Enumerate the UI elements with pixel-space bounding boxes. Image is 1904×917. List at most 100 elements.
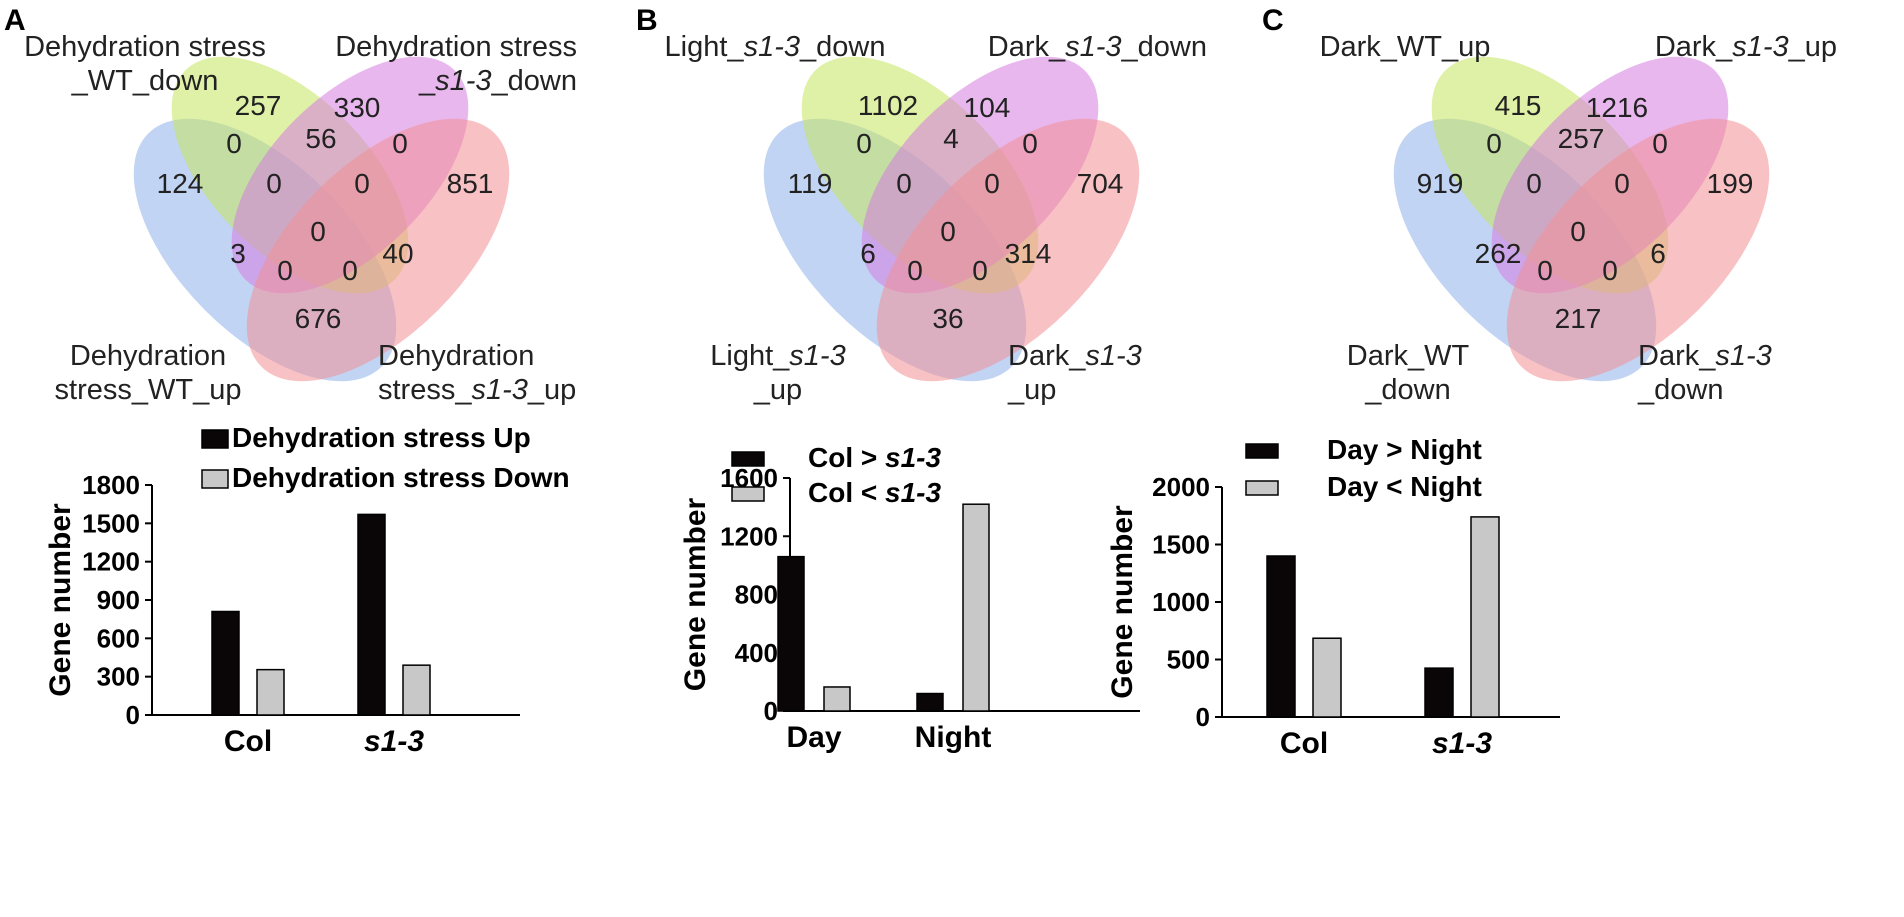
bar-series-2-cat-1 [256,668,285,716]
x-category-label: Col [224,725,272,758]
bar-series-1-cat-2 [1424,667,1454,718]
venn-label-top-right-line-1: Dark_s1-3_up [1655,31,1837,63]
panel-label: C [1262,4,1284,37]
venn-count-blue-green-red: 0 [1602,255,1618,286]
legend-swatch-1 [731,451,765,467]
venn-count-green-magenta-red: 0 [984,168,1000,199]
y-tick-label: 500 [1167,645,1210,675]
venn-count-blue-magenta-red: 0 [277,255,293,286]
legend-label-2: Col < s1-3 [808,477,941,508]
x-category-label: Col [1280,727,1328,760]
legend-label-1: Col > s1-3 [808,442,941,473]
x-category-label: s1-3 [364,725,424,758]
venn-label-top-left-line-1: Light_s1-3_down [665,31,886,63]
y-axis-label: Gene number [1106,505,1139,699]
venn-label-bottom-right-line-2: _down [1637,374,1723,406]
bar-series-1-cat-1 [777,555,805,712]
legend-swatch-1 [201,429,229,449]
y-tick-label: 400 [735,638,778,668]
venn-count-blue-only: 919 [1417,168,1464,199]
legend-swatch-2 [731,486,765,502]
venn-count-green-magenta: 257 [1558,123,1605,154]
venn-count-magenta-only: 1216 [1586,92,1648,123]
bar-series-2-cat-1 [823,686,851,712]
bar-series-1-cat-1 [211,610,240,716]
venn-label-bottom-left-line-2: _up [753,374,802,406]
venn-label-bottom-left-line-1: Dehydration [70,340,226,372]
venn-label-top-left-line-1: Dark_WT_up [1320,31,1491,63]
venn-label-bottom-right-line-1: Dehydration [378,340,534,372]
venn-ellipse-red [1506,118,1770,382]
venn-label-top-left-line-1: Dehydration stress [24,31,266,63]
panel-label: A [4,4,26,37]
x-category-label: Day [786,721,841,754]
y-tick-label: 1500 [1152,530,1210,560]
venn-count-blue-magenta-red: 0 [1537,255,1553,286]
bar-chart-c: 0 500 1000 1500 2000 Gene number Col s1-3 Day > … [1106,434,1560,760]
venn-count-blue-green: 0 [856,128,872,159]
venn-count-blue-magenta: 262 [1475,238,1522,269]
venn-count-center: 0 [310,216,326,247]
venn-count-green-only: 1102 [858,90,918,121]
legend-swatch-2 [1245,480,1279,496]
venn-count-green-magenta-red: 0 [1614,168,1630,199]
venn-label-bottom-right-line-1: Dark_s1-3 [1638,340,1772,372]
venn-count-green-magenta-red: 0 [354,168,370,199]
venn-count-magenta-red: 0 [392,128,408,159]
venn-label-top-right-line-1: Dehydration stress [335,31,577,63]
venn-label-top-right-line-1: Dark_s1-3_down [988,31,1207,63]
venn-ellipse-red [246,118,510,382]
x-category-label: s1-3 [1432,727,1492,760]
venn-count-green-only: 415 [1495,90,1542,121]
venn-count-blue-only: 124 [157,168,204,199]
venn-label-bottom-right-line-2: _up [1007,374,1056,406]
bar-series-2-cat-1 [1312,637,1342,718]
venn-count-blue-green-magenta: 0 [896,168,912,199]
panel-label: B [636,4,658,37]
venn-count-blue-green-red: 0 [972,255,988,286]
legend-label-1: Dehydration stress Up [232,422,531,453]
y-axis-label: Gene number [44,503,77,697]
venn-count-green-red: 6 [1650,238,1666,269]
venn-label-top-right-line-2: _s1-3_down [418,65,577,97]
venn-count-center: 0 [940,216,956,247]
venn-count-green-red: 40 [382,238,413,269]
y-tick-label: 300 [97,662,140,692]
y-tick-label: 1000 [1152,587,1210,617]
y-tick-label: 1200 [82,547,140,577]
y-tick-label: 2000 [1152,472,1210,502]
legend-swatch-2 [201,469,229,489]
y-tick-label: 800 [735,580,778,610]
venn-count-red-only: 851 [447,168,494,199]
venn-count-red-only: 199 [1707,168,1754,199]
venn-count-center: 0 [1570,216,1586,247]
venn-count-magenta-only: 104 [964,92,1011,123]
y-tick-label: 0 [764,696,778,726]
venn-count-blue-magenta: 6 [860,238,876,269]
venn-count-blue-magenta-red: 0 [907,255,923,286]
y-axis-label: Gene number [679,497,712,691]
venn-count-blue-magenta: 3 [230,238,246,269]
y-tick-label: 600 [97,623,140,653]
x-category-label: Night [915,721,992,754]
legend-label-1: Day > Night [1327,434,1482,465]
venn-count-blue-red: 676 [295,303,342,334]
venn-label-bottom-left-line-1: Light_s1-3 [710,340,845,372]
venn-count-red-only: 704 [1077,168,1124,199]
legend-label-2: Dehydration stress Down [232,462,570,493]
venn-count-green-red: 314 [1005,238,1052,269]
venn-count-magenta-only: 330 [334,92,381,123]
venn-label-bottom-right-line-2: stress_s1-3_up [378,374,576,406]
legend-label-2: Day < Night [1327,471,1482,502]
venn-count-green-magenta: 4 [943,123,959,154]
venn-count-blue-green-red: 0 [342,255,358,286]
venn-count-blue-red: 36 [932,303,963,334]
venn-count-blue-green-magenta: 0 [1526,168,1542,199]
y-tick-label: 1200 [720,521,778,551]
venn-count-blue-red: 217 [1555,303,1602,334]
legend-swatch-1 [1245,443,1279,459]
venn-count-blue-green: 0 [226,128,242,159]
